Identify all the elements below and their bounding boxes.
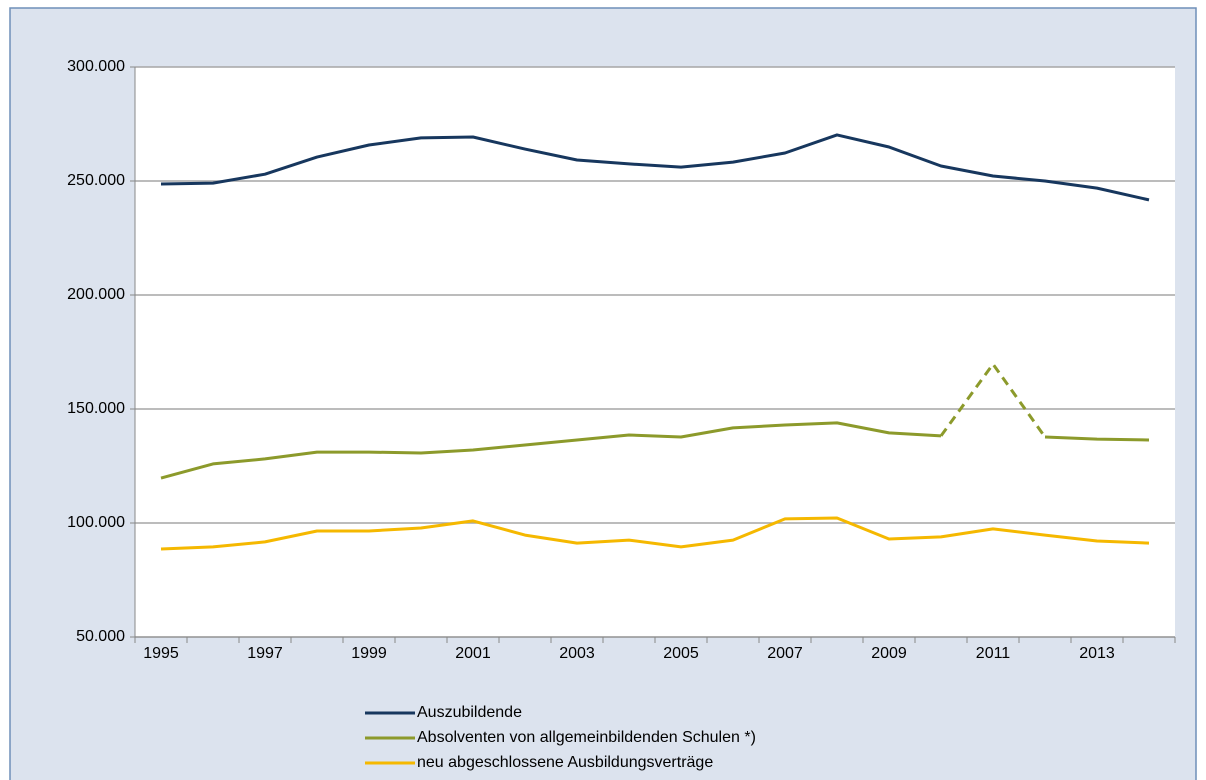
x-tick-label: 2003 [559, 645, 595, 662]
x-tick-label: 1995 [143, 645, 179, 662]
x-tick-label: 1999 [351, 645, 387, 662]
x-tick-label: 2005 [663, 645, 699, 662]
x-tick-label: 2009 [871, 645, 907, 662]
legend-label: Absolventen von allgemeinbildenden Schul… [417, 729, 756, 746]
x-tick-label: 2001 [455, 645, 491, 662]
series-line [160, 516, 1150, 551]
series-line [160, 421, 942, 480]
series-line [160, 133, 1150, 202]
y-tick-label: 300.000 [67, 58, 125, 75]
x-tick-label: 2007 [767, 645, 803, 662]
x-tick-label: 2011 [976, 645, 1011, 662]
plot-area [135, 67, 1175, 637]
series-line [1044, 435, 1150, 442]
legend-label: neu abgeschlossene Ausbildungsverträge [417, 754, 713, 771]
x-tick-label: 1997 [247, 645, 283, 662]
x-tick-label: 2013 [1079, 645, 1115, 662]
y-tick-label: 100.000 [67, 514, 125, 531]
legend-label: Auszubildende [417, 704, 522, 721]
y-tick-label: 200.000 [67, 286, 125, 303]
y-tick-label: 150.000 [67, 400, 125, 417]
y-tick-label: 50.000 [76, 628, 125, 645]
y-tick-label: 250.000 [67, 172, 125, 189]
